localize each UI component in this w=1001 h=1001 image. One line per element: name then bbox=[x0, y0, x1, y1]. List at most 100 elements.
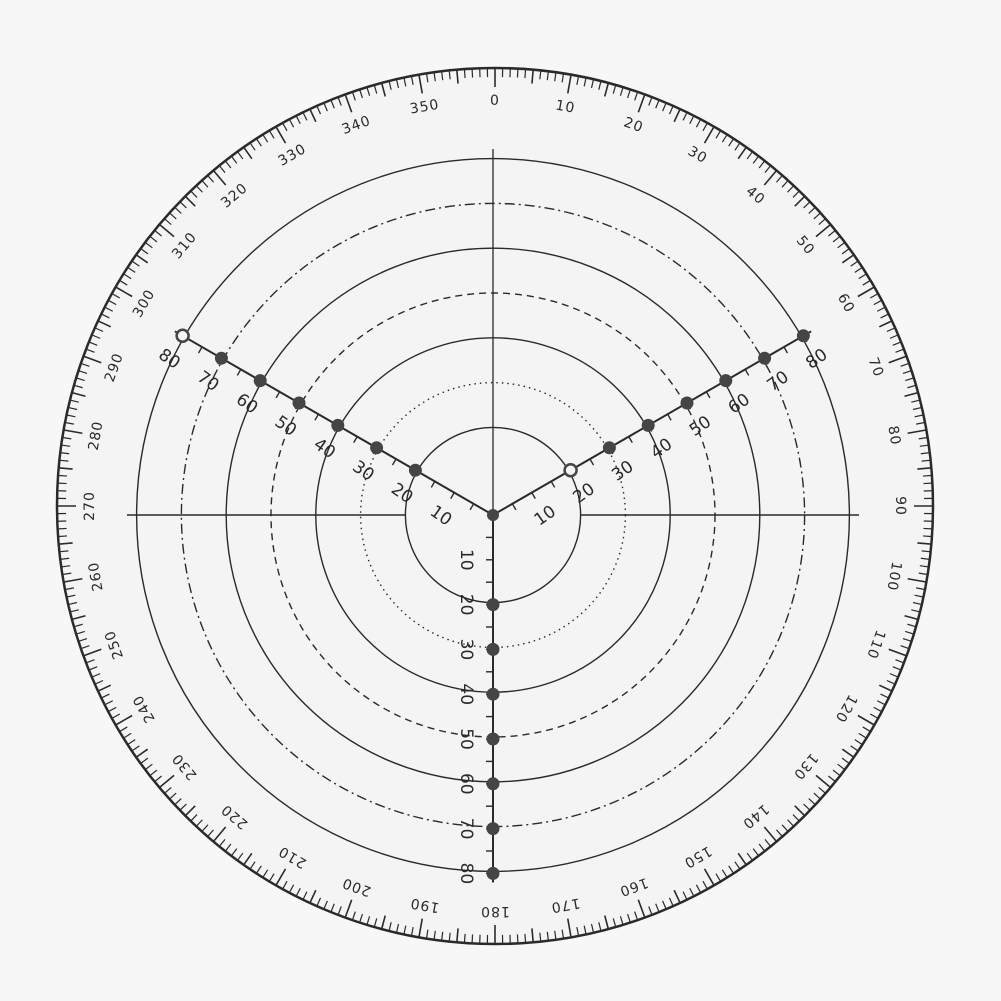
arm-dot bbox=[796, 329, 810, 343]
scale-tick bbox=[463, 70, 466, 79]
scale-tick bbox=[433, 73, 436, 82]
scale-tick bbox=[169, 792, 177, 799]
scale-tick bbox=[81, 363, 90, 367]
scale-tick bbox=[900, 363, 909, 367]
scale-tick bbox=[309, 889, 317, 903]
scale-tick bbox=[98, 320, 112, 328]
scale-tick bbox=[752, 848, 759, 856]
arm-dot bbox=[563, 462, 578, 478]
scale-tick bbox=[878, 320, 892, 328]
scale-tick bbox=[832, 769, 840, 776]
scale-tick bbox=[715, 131, 721, 139]
scale-tick bbox=[231, 156, 238, 164]
scale-tick bbox=[787, 819, 794, 827]
scale-tick bbox=[59, 542, 73, 545]
scale-tick bbox=[854, 739, 862, 745]
scale-tick bbox=[275, 127, 287, 144]
scale-tick bbox=[381, 915, 387, 929]
scale-tick bbox=[381, 83, 387, 97]
scale-tick bbox=[703, 868, 715, 885]
arm-dot bbox=[292, 396, 306, 410]
scale-tick bbox=[60, 550, 69, 553]
scale-tick bbox=[905, 377, 914, 382]
scale-tick bbox=[105, 700, 114, 705]
scale-tick bbox=[862, 280, 870, 286]
scale-tick bbox=[919, 565, 928, 568]
scale-tick bbox=[655, 903, 660, 912]
arm-dot bbox=[175, 328, 190, 344]
arm-tick bbox=[783, 346, 789, 354]
scale-tick bbox=[316, 897, 322, 906]
scale-tick bbox=[150, 769, 158, 776]
arm-tick bbox=[197, 346, 203, 354]
scale-tick bbox=[682, 891, 688, 900]
scale-tick bbox=[426, 74, 429, 83]
scale-tick bbox=[330, 903, 335, 912]
scale-tick bbox=[62, 565, 71, 568]
arm-180: 10 20 30 40 50 60 70 80 bbox=[456, 515, 500, 884]
scale-tick bbox=[256, 865, 262, 873]
outer-degree-scale: 0 102030405060708090100110120130140150160… bbox=[55, 66, 935, 946]
scale-tick bbox=[921, 459, 930, 462]
scale-tick bbox=[904, 392, 918, 398]
scale-tick bbox=[344, 899, 353, 917]
scale-tick bbox=[174, 798, 182, 805]
scale-tick bbox=[89, 666, 98, 671]
arm-tick bbox=[531, 492, 536, 500]
scale-tick bbox=[316, 106, 322, 115]
scale-tick bbox=[231, 848, 238, 856]
scale-tick bbox=[202, 824, 209, 832]
scale-tick bbox=[583, 78, 587, 87]
arm-tick bbox=[275, 391, 281, 399]
scale-tick bbox=[911, 609, 920, 613]
scale-tick bbox=[905, 630, 914, 635]
scale-tick bbox=[695, 884, 701, 893]
scale-tick bbox=[59, 474, 68, 477]
scale-tick bbox=[561, 74, 564, 83]
scale-tick bbox=[758, 161, 765, 169]
scale-tick bbox=[850, 261, 858, 267]
scale-tick bbox=[673, 109, 681, 123]
scale-tick bbox=[648, 97, 653, 106]
scale-tick bbox=[60, 459, 69, 462]
arm-tick bbox=[628, 436, 633, 444]
scale-tick bbox=[169, 213, 177, 220]
scale-tick bbox=[689, 116, 694, 125]
scale-tick bbox=[124, 273, 132, 280]
scale-tick bbox=[388, 81, 392, 90]
scale-tick bbox=[174, 207, 182, 214]
scale-tick bbox=[721, 135, 728, 143]
scale-tick bbox=[84, 355, 102, 364]
scale-tick bbox=[531, 928, 534, 942]
scale-tick bbox=[668, 897, 674, 906]
scale-tick bbox=[626, 913, 631, 922]
scale-tick bbox=[219, 166, 226, 173]
scale-tick bbox=[95, 679, 104, 685]
scale-tick bbox=[721, 869, 728, 877]
arm-dot bbox=[641, 418, 655, 432]
scale-tick bbox=[907, 384, 916, 389]
scale-tick bbox=[108, 706, 117, 712]
scale-tick bbox=[196, 185, 203, 193]
scale-tick bbox=[781, 824, 788, 832]
scale-tick bbox=[668, 106, 674, 115]
scale-tick bbox=[583, 925, 587, 934]
scale-tick bbox=[895, 348, 904, 353]
degree-label: 190 bbox=[409, 894, 441, 915]
scale-tick bbox=[886, 327, 895, 333]
scale-tick bbox=[89, 341, 98, 346]
scale-tick bbox=[892, 341, 901, 346]
scale-tick bbox=[196, 819, 203, 827]
scale-tick bbox=[662, 900, 667, 909]
arm-tick bbox=[550, 481, 556, 488]
scale-tick bbox=[225, 161, 232, 169]
scale-tick bbox=[832, 236, 840, 243]
scale-tick bbox=[889, 673, 898, 678]
scale-tick bbox=[256, 139, 262, 147]
scale-tick bbox=[603, 915, 609, 929]
scale-tick bbox=[128, 739, 136, 745]
center-dot bbox=[487, 509, 499, 521]
arm-tick bbox=[353, 436, 358, 444]
scale-tick bbox=[815, 224, 831, 238]
scale-tick bbox=[911, 399, 920, 403]
